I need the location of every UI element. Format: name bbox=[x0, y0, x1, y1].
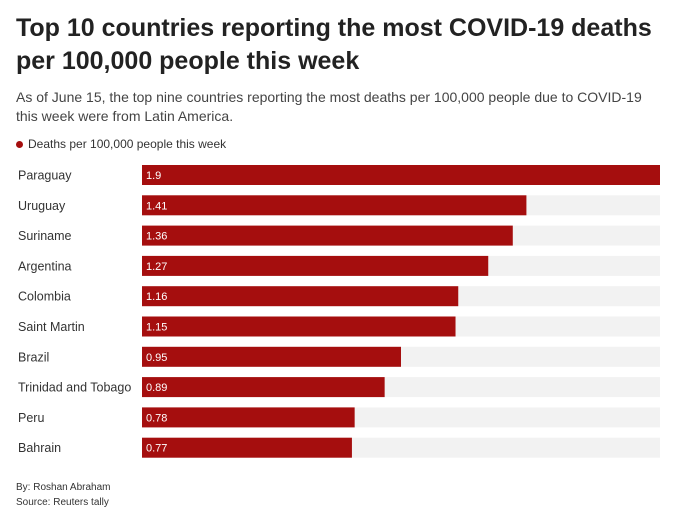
category-label: Brazil bbox=[18, 350, 49, 364]
bar-chart: Paraguay 1.9 Uruguay 1.41 Suriname 1.36 Argent… bbox=[18, 165, 660, 458]
footer: By: Roshan Abraham Source: Reuters tally bbox=[16, 480, 111, 510]
value-label: 1.9 bbox=[146, 170, 161, 182]
bar-argentina bbox=[142, 255, 489, 276]
value-label: 0.95 bbox=[146, 352, 167, 364]
bar-peru bbox=[142, 407, 355, 428]
value-label: 1.41 bbox=[146, 200, 167, 212]
value-label: 1.15 bbox=[146, 322, 167, 334]
category-label: Uruguay bbox=[18, 199, 66, 213]
bar-brazil bbox=[142, 346, 401, 367]
value-label: 1.27 bbox=[146, 261, 167, 273]
chart-title: Top 10 countries reporting the most COVI… bbox=[16, 14, 652, 75]
category-label: Suriname bbox=[18, 229, 72, 243]
value-label: 1.36 bbox=[146, 231, 167, 243]
value-label: 0.78 bbox=[146, 412, 167, 424]
source-note: Source: Reuters tally bbox=[16, 497, 109, 508]
chart-subtitle: As of June 15, the top nine countries re… bbox=[16, 89, 642, 124]
bar-trinidad-and-tobago bbox=[142, 377, 385, 398]
category-label: Argentina bbox=[18, 259, 72, 273]
legend-swatch bbox=[16, 140, 23, 148]
bar-bahrain bbox=[142, 437, 352, 458]
value-label: 1.16 bbox=[146, 291, 167, 303]
value-label: 0.89 bbox=[146, 382, 167, 394]
bar-uruguay bbox=[142, 195, 527, 216]
category-label: Bahrain bbox=[18, 441, 61, 455]
bar-colombia bbox=[142, 286, 459, 307]
category-label: Paraguay bbox=[18, 169, 72, 183]
category-label: Saint Martin bbox=[18, 320, 85, 334]
value-label: 0.77 bbox=[146, 443, 167, 455]
bar-paraguay bbox=[142, 165, 660, 185]
byline: By: Roshan Abraham bbox=[16, 482, 111, 493]
category-label: Colombia bbox=[18, 290, 71, 304]
legend-label: Deaths per 100,000 people this week bbox=[28, 137, 227, 151]
legend: Deaths per 100,000 people this week bbox=[16, 137, 226, 151]
category-label: Trinidad and Tobago bbox=[18, 381, 131, 395]
category-label: Peru bbox=[18, 411, 44, 425]
bar-suriname bbox=[142, 225, 513, 246]
bar-saint-martin bbox=[142, 316, 456, 337]
